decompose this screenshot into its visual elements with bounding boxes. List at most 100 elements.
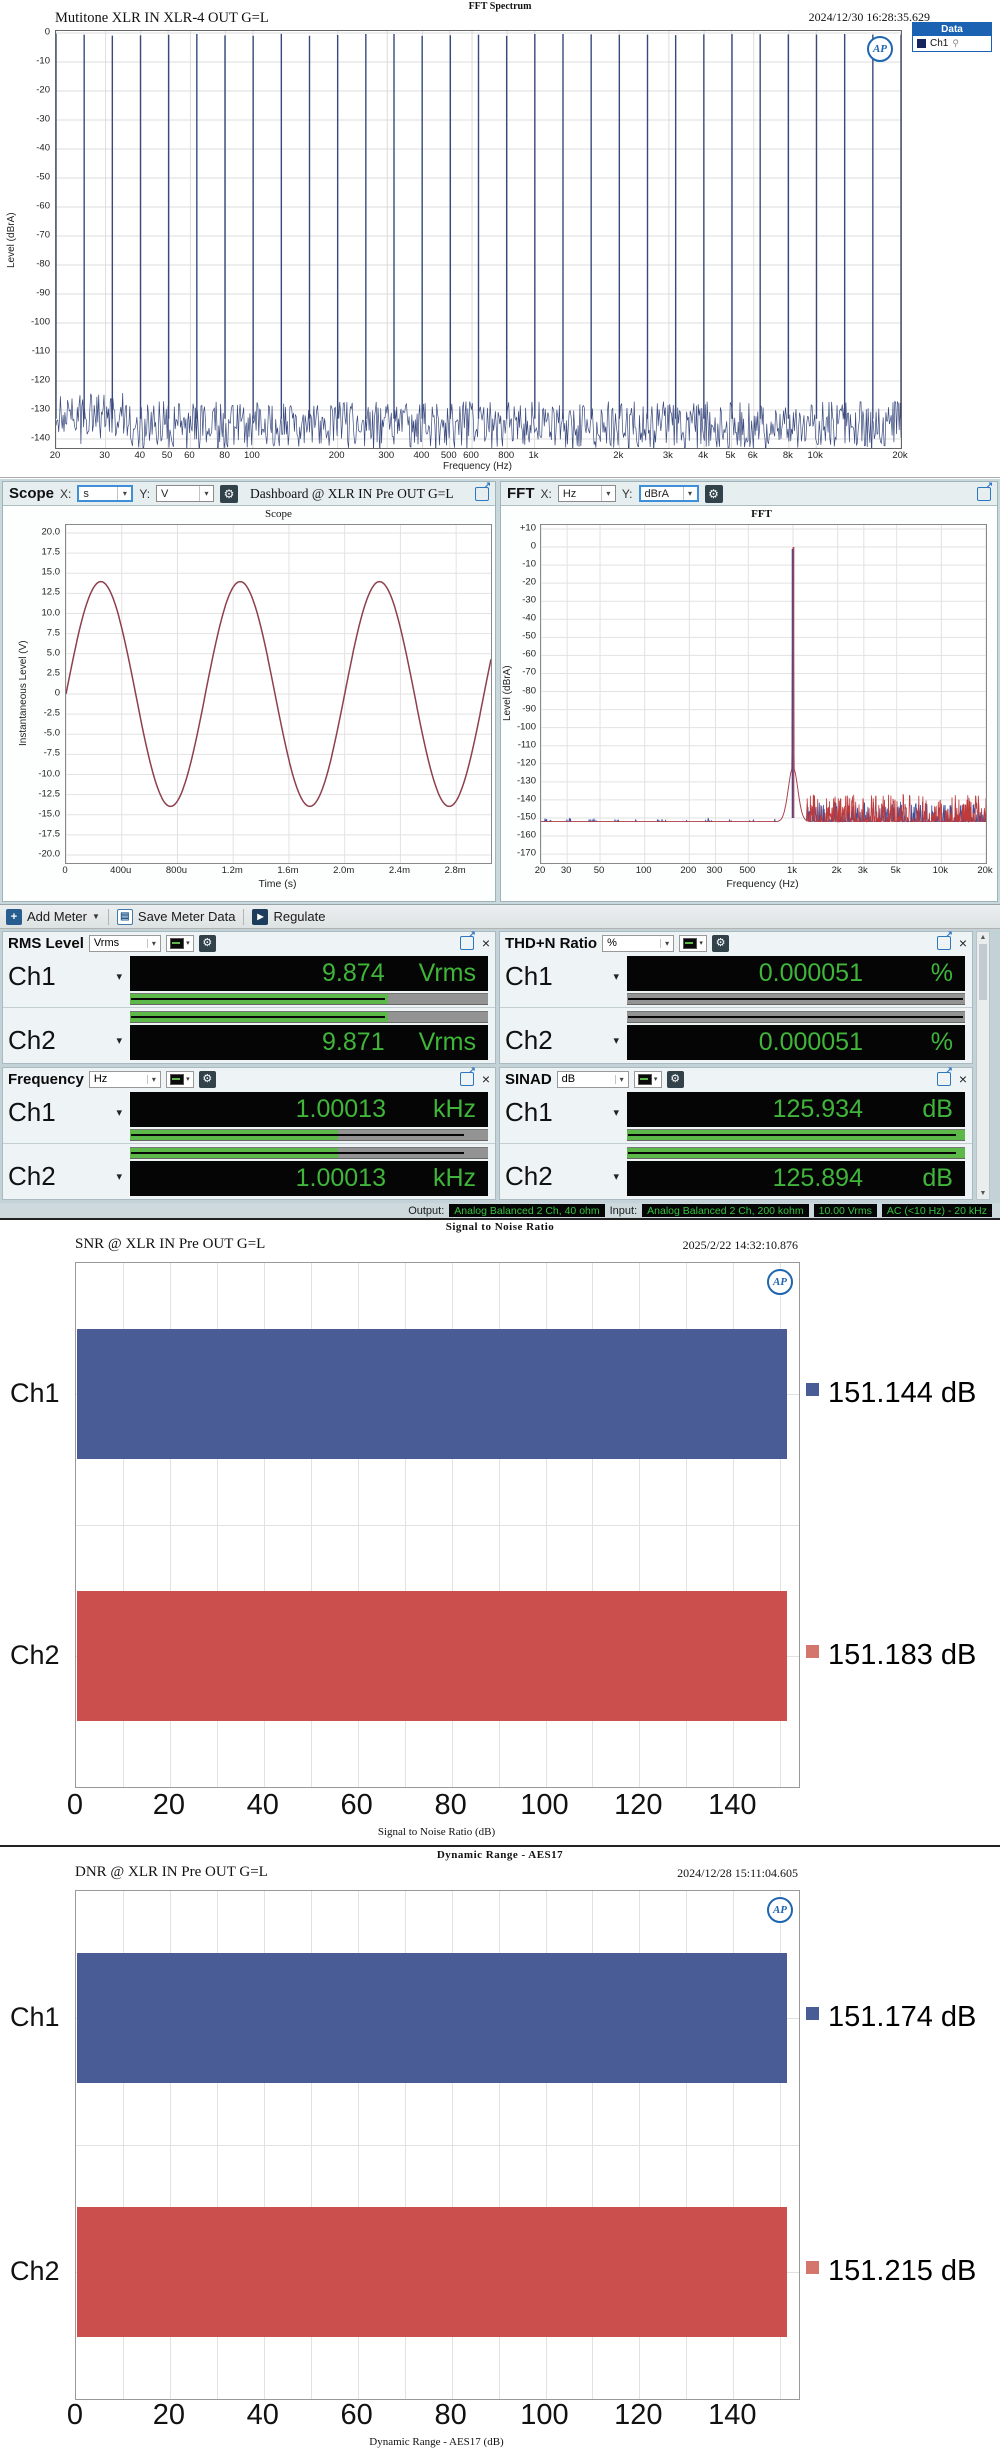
- display-mode-button[interactable]: ▾: [633, 1070, 662, 1088]
- popout-icon[interactable]: [459, 929, 476, 950]
- chart-timestamp: 2024/12/30 16:28:35.629: [808, 10, 930, 24]
- input-range-badge[interactable]: 10.00 Vrms: [813, 1204, 877, 1217]
- scope-y-unit-dropdown[interactable]: V ▾: [156, 485, 215, 502]
- plus-icon: +: [6, 908, 22, 925]
- unit-dropdown[interactable]: % ▾: [602, 934, 675, 952]
- meter-bar: [130, 1129, 488, 1141]
- close-icon[interactable]: ×: [958, 1071, 967, 1087]
- unit-dropdown[interactable]: Vrms ▾: [88, 934, 161, 952]
- popout-icon[interactable]: [977, 480, 993, 501]
- legend-item[interactable]: Ch1 ⚲: [913, 36, 991, 51]
- x-tick: 600: [463, 450, 479, 461]
- meter-header: Frequency Hz▾ ▾ ⚙ ×: [3, 1065, 495, 1090]
- input-config-badge[interactable]: Analog Balanced 2 Ch, 200 kohm: [642, 1204, 809, 1217]
- scope-plot[interactable]: [65, 524, 492, 864]
- channel-selector[interactable]: Ch2 ▾: [8, 1160, 122, 1191]
- series-color-swatch: [917, 39, 926, 48]
- dnr-x-axis-label: Dynamic Range - AES17 (dB): [369, 2436, 504, 2448]
- ap-logo-icon: AP: [767, 1269, 793, 1295]
- channel-selector[interactable]: Ch2 ▾: [505, 1160, 619, 1191]
- popout-icon[interactable]: [475, 480, 491, 501]
- display-mode-button[interactable]: ▾: [165, 1070, 194, 1088]
- category-label: Ch2: [10, 2256, 60, 2286]
- bar-ch1: [77, 1329, 787, 1459]
- fft-plot[interactable]: [540, 524, 987, 864]
- x-tick: 200: [328, 450, 345, 461]
- chevron-down-icon: ▾: [199, 486, 213, 501]
- gear-icon[interactable]: ⚙: [220, 484, 239, 503]
- output-config-badge[interactable]: Analog Balanced 2 Ch, 40 ohm: [449, 1204, 605, 1217]
- scroll-up-icon[interactable]: ▲: [979, 934, 987, 941]
- regulate-button[interactable]: ▶ Regulate: [252, 908, 326, 925]
- close-icon[interactable]: ×: [958, 935, 967, 951]
- add-meter-button[interactable]: + Add Meter ▼: [6, 908, 100, 925]
- x-tick: 5k: [725, 450, 736, 461]
- x-tick: 0: [66, 2399, 84, 2431]
- fft-plot-title: FFT: [751, 508, 772, 520]
- snr-plot[interactable]: AP: [75, 1262, 800, 1788]
- dnr-timestamp: 2024/12/28 15:11:04.605: [677, 1866, 798, 1880]
- pin-icon[interactable]: ⚲: [952, 38, 959, 48]
- series-marker: [806, 1645, 819, 1658]
- fft-x-unit-dropdown[interactable]: Hz ▾: [557, 485, 616, 502]
- value-label: 151.183 dB: [828, 1639, 977, 1671]
- display-mode-button[interactable]: ▾: [679, 934, 708, 952]
- fft-panel-title: FFT: [507, 485, 535, 502]
- scope-panel-title: Scope: [9, 485, 55, 502]
- gear-icon[interactable]: ⚙: [198, 934, 216, 952]
- save-meter-data-button[interactable]: ▤ Save Meter Data: [116, 908, 235, 925]
- input-filter-badge[interactable]: AC (<10 Hz) - 20 kHz: [881, 1204, 992, 1217]
- multitone-plot[interactable]: AP: [55, 30, 902, 449]
- x-tick: 4k: [698, 450, 709, 461]
- chevron-down-icon: ▾: [116, 970, 122, 983]
- unit-dropdown[interactable]: dB ▾: [556, 1070, 629, 1088]
- fft-y-unit-dropdown[interactable]: dBrA ▾: [638, 485, 699, 502]
- channel-selector[interactable]: Ch1 ▾: [505, 960, 619, 991]
- x-tick: 20: [49, 450, 61, 461]
- meter-bar: [627, 993, 965, 1005]
- gear-icon[interactable]: ⚙: [198, 1070, 216, 1088]
- x-tick: 6k: [747, 450, 758, 461]
- meter-bar: [627, 1129, 965, 1141]
- popout-icon[interactable]: [459, 1065, 476, 1086]
- x-tick: 400: [413, 450, 430, 461]
- x-tick: 60: [184, 450, 195, 461]
- meter-bar: [130, 1147, 488, 1159]
- channel-selector[interactable]: Ch2 ▾: [505, 1024, 619, 1055]
- x-tick: 100: [520, 2399, 569, 2431]
- channel-selector[interactable]: Ch1 ▾: [8, 960, 122, 991]
- x-axis-selector-label: X:: [540, 486, 552, 501]
- chevron-down-icon: ▾: [660, 938, 673, 948]
- x-tick: 10k: [807, 450, 823, 461]
- close-icon[interactable]: ×: [481, 935, 490, 951]
- fft-x-axis-label: Frequency (Hz): [726, 878, 799, 890]
- fft-panel-header: FFT X: Hz ▾ Y: dBrA ▾ ⚙: [501, 480, 997, 506]
- y-tick: -100: [30, 316, 50, 328]
- popout-icon[interactable]: [936, 1065, 953, 1086]
- x-tick: 140: [708, 2399, 757, 2431]
- channel-selector[interactable]: Ch2 ▾: [8, 1024, 122, 1055]
- gear-icon[interactable]: ⚙: [666, 1070, 684, 1088]
- display-mode-button[interactable]: ▾: [165, 934, 194, 952]
- channel-selector[interactable]: Ch1 ▾: [505, 1096, 619, 1127]
- legend-label: Ch1: [930, 38, 949, 49]
- scrollbar[interactable]: ▲ ▼: [976, 931, 990, 1200]
- output-label: Output:: [408, 1204, 445, 1217]
- unit-dropdown[interactable]: Hz ▾: [88, 1070, 161, 1088]
- scrollbar-thumb[interactable]: [979, 944, 987, 1000]
- x-axis-selector-label: X:: [60, 486, 72, 501]
- gear-icon[interactable]: ⚙: [704, 484, 723, 503]
- series-marker: [806, 2261, 819, 2274]
- gear-icon[interactable]: ⚙: [712, 934, 730, 952]
- legend: Data Ch1 ⚲: [912, 22, 992, 52]
- chevron-down-icon: ▾: [682, 487, 697, 500]
- channel-selector[interactable]: Ch1 ▾: [8, 1096, 122, 1127]
- scope-x-unit-dropdown[interactable]: s ▾: [77, 485, 134, 502]
- scroll-down-icon[interactable]: ▼: [979, 1190, 987, 1197]
- dnr-plot[interactable]: AP: [75, 1890, 800, 2400]
- meter-bar: [130, 993, 488, 1005]
- close-icon[interactable]: ×: [481, 1071, 490, 1087]
- x-tick: 80: [219, 450, 230, 461]
- meter-display: 0.000051%: [627, 1025, 965, 1060]
- popout-icon[interactable]: [936, 929, 953, 950]
